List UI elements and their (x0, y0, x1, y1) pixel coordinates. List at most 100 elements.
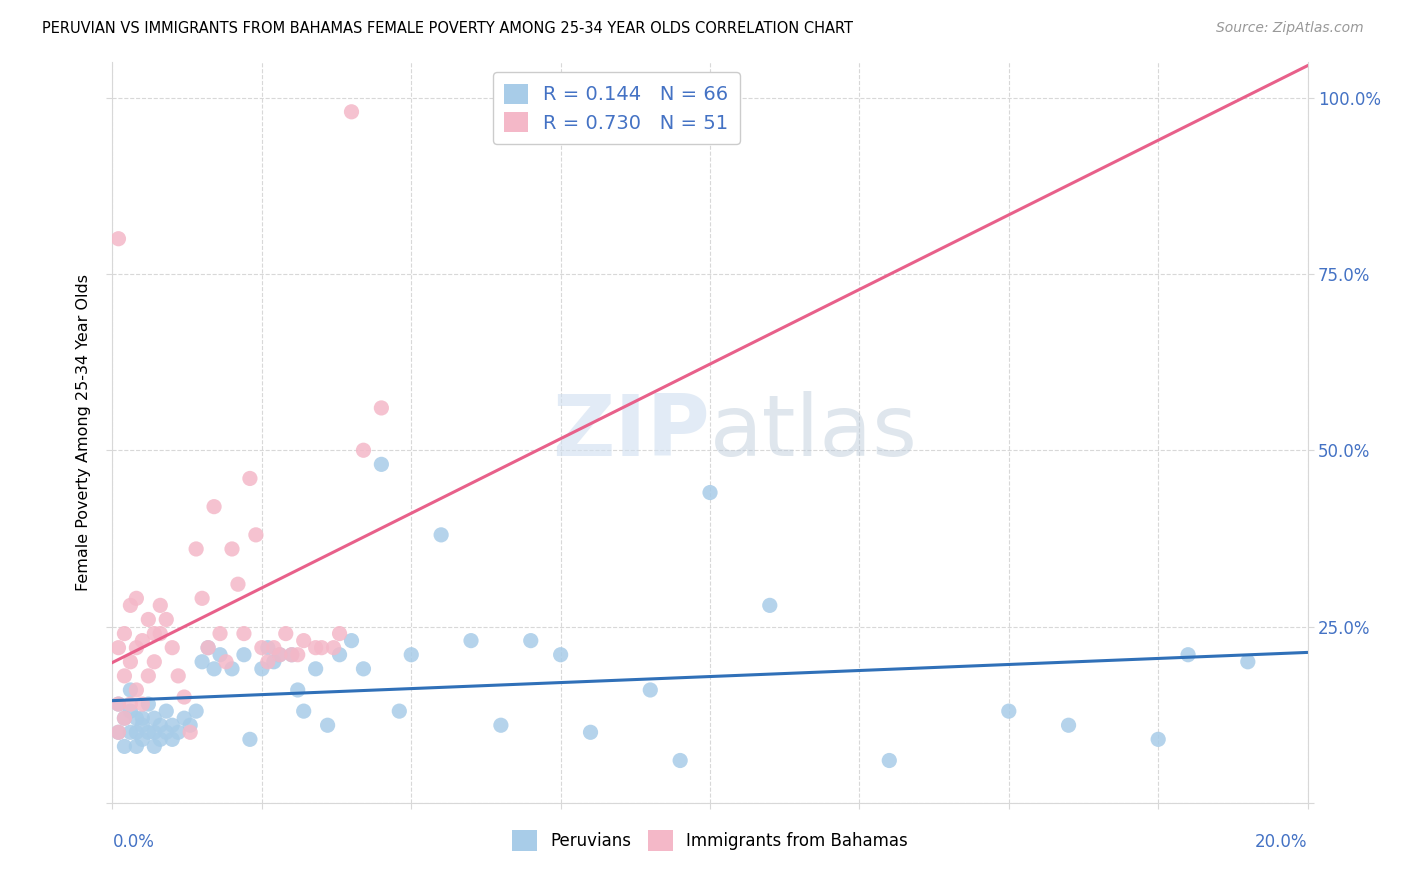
Point (269, 648, 291, 662)
Point (167, 725, 190, 739)
Point (120, 599, 142, 613)
Point (125, 591, 148, 606)
Point (149, 718, 172, 732)
Point (167, 669, 190, 683)
Point (173, 711, 195, 725)
Point (353, 662, 375, 676)
Point (125, 711, 148, 725)
Point (274, 626, 297, 640)
Point (322, 640, 344, 655)
Legend: Peruvians, Immigrants from Bahamas: Peruvians, Immigrants from Bahamas (505, 823, 915, 857)
Point (239, 732, 262, 747)
Point (197, 640, 219, 655)
Point (287, 683, 309, 698)
Point (759, 599, 782, 613)
Point (186, 541, 208, 556)
Point (257, 640, 280, 655)
Point (143, 725, 166, 739)
Point (107, 697, 129, 711)
Point (287, 648, 309, 662)
Point (125, 683, 148, 698)
Point (155, 704, 177, 718)
Point (329, 648, 352, 662)
Point (149, 626, 172, 640)
Point (107, 640, 129, 655)
Point (489, 718, 512, 732)
Point (430, 528, 453, 542)
Point (1057, 718, 1080, 732)
Point (669, 754, 692, 768)
Point (209, 648, 232, 662)
Point (162, 718, 183, 732)
Point (120, 704, 142, 718)
Point (143, 655, 166, 669)
Point (579, 725, 602, 739)
Point (191, 591, 214, 606)
Point (149, 599, 172, 613)
Point (305, 640, 328, 655)
Point (245, 528, 267, 542)
Point (107, 697, 129, 711)
Point (233, 626, 256, 640)
Point (202, 662, 225, 676)
Point (143, 739, 166, 754)
Point (155, 612, 177, 626)
Point (202, 500, 225, 514)
Point (179, 718, 201, 732)
Point (329, 626, 352, 640)
Text: Source: ZipAtlas.com: Source: ZipAtlas.com (1216, 21, 1364, 35)
Point (155, 725, 177, 739)
Point (269, 648, 291, 662)
Point (143, 711, 166, 725)
Text: atlas: atlas (710, 391, 918, 475)
Y-axis label: Female Poverty Among 25-34 Year Olds: Female Poverty Among 25-34 Year Olds (76, 274, 91, 591)
Point (138, 669, 160, 683)
Point (125, 640, 148, 655)
Point (114, 739, 135, 754)
Point (263, 640, 285, 655)
Point (131, 711, 153, 725)
Text: ZIP: ZIP (553, 391, 710, 475)
Point (226, 577, 249, 591)
Point (107, 725, 129, 739)
Text: PERUVIAN VS IMMIGRANTS FROM BAHAMAS FEMALE POVERTY AMONG 25-34 YEAR OLDS CORRELA: PERUVIAN VS IMMIGRANTS FROM BAHAMAS FEMA… (42, 21, 853, 36)
Point (114, 669, 135, 683)
Point (311, 640, 333, 655)
Point (162, 732, 183, 747)
Point (401, 648, 423, 662)
Point (250, 640, 273, 655)
Text: 20.0%: 20.0% (1256, 833, 1308, 851)
Point (186, 704, 208, 718)
Point (131, 732, 153, 747)
Point (215, 655, 238, 669)
Text: 0.0%: 0.0% (112, 833, 155, 851)
Point (340, 104, 363, 119)
Point (131, 633, 153, 648)
Point (173, 690, 195, 704)
Point (107, 232, 129, 246)
Point (138, 697, 160, 711)
Point (263, 655, 285, 669)
Point (221, 541, 243, 556)
Point (120, 683, 142, 698)
Point (131, 697, 153, 711)
Point (370, 401, 392, 415)
Point (107, 725, 129, 739)
Point (292, 704, 315, 718)
Point (233, 648, 256, 662)
Point (340, 633, 363, 648)
Point (149, 732, 172, 747)
Point (292, 633, 315, 648)
Point (120, 725, 142, 739)
Point (131, 718, 153, 732)
Point (120, 655, 142, 669)
Point (1177, 648, 1199, 662)
Point (353, 443, 375, 458)
Point (550, 648, 572, 662)
Point (114, 626, 135, 640)
Point (197, 640, 219, 655)
Point (125, 725, 148, 739)
Point (1237, 655, 1260, 669)
Point (388, 704, 411, 718)
Point (370, 458, 392, 472)
